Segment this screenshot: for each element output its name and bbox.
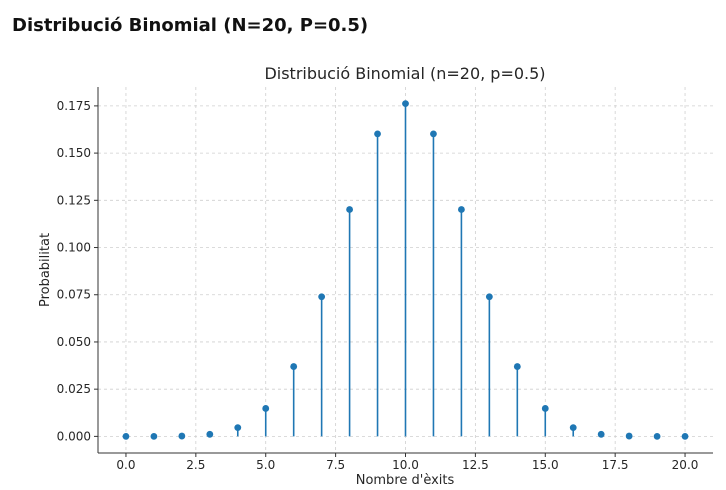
stem-marker [430, 130, 437, 138]
markers [122, 100, 689, 440]
y-tick-label: 0.075 [57, 288, 91, 302]
stem-marker [290, 363, 298, 370]
stem-marker [597, 430, 605, 438]
x-tick-label: 17.5 [602, 458, 629, 472]
x-tick-label: 20.0 [672, 458, 699, 472]
stem-marker [374, 130, 381, 138]
y-axis-label: Probabilitat [38, 233, 53, 307]
x-tick-label: 10.0 [392, 458, 419, 472]
stems [125, 103, 686, 437]
y-tick-label: 0.050 [57, 335, 91, 349]
stem-marker [513, 363, 521, 370]
stem-marker [625, 432, 633, 440]
y-tick-label: 0.150 [57, 146, 91, 160]
stem-marker [458, 206, 465, 213]
stem-marker [206, 430, 214, 438]
x-axis-label: Nombre d'èxits [356, 473, 455, 488]
stem-marker [122, 432, 130, 440]
x-tick-label: 0.0 [116, 458, 135, 472]
x-tick-label: 2.5 [186, 458, 205, 472]
stem-marker [346, 206, 353, 213]
x-tick-label: 15.0 [532, 458, 559, 472]
y-tick-label: 0.000 [57, 429, 91, 443]
stem-marker [569, 424, 577, 432]
stem-marker [541, 405, 549, 412]
stem-marker [653, 432, 661, 440]
page-heading: Distribució Binomial (N=20, P=0.5) [12, 15, 369, 36]
stem-marker [178, 432, 186, 440]
y-tick-label: 0.100 [57, 241, 91, 255]
chart-title: Distribució Binomial (n=20, p=0.5) [264, 64, 545, 83]
stem-marker [262, 405, 270, 412]
stem-marker [234, 424, 242, 432]
stem-marker [150, 432, 158, 440]
stem-marker [485, 293, 493, 301]
stem-marker [318, 293, 326, 301]
stem-marker [681, 432, 689, 440]
stem-marker [402, 100, 409, 108]
x-tick-label: 12.5 [462, 458, 489, 472]
x-tick-label: 5.0 [256, 458, 275, 472]
ticks: 0.0 2.5 5.0 7.5 10.0 12.5 15.0 17.5 20.0 0.000 0.0… [57, 99, 699, 472]
y-tick-label: 0.025 [57, 382, 91, 396]
y-tick-label: 0.125 [57, 193, 91, 207]
x-tick-label: 7.5 [326, 458, 345, 472]
y-tick-label: 0.175 [57, 99, 91, 113]
